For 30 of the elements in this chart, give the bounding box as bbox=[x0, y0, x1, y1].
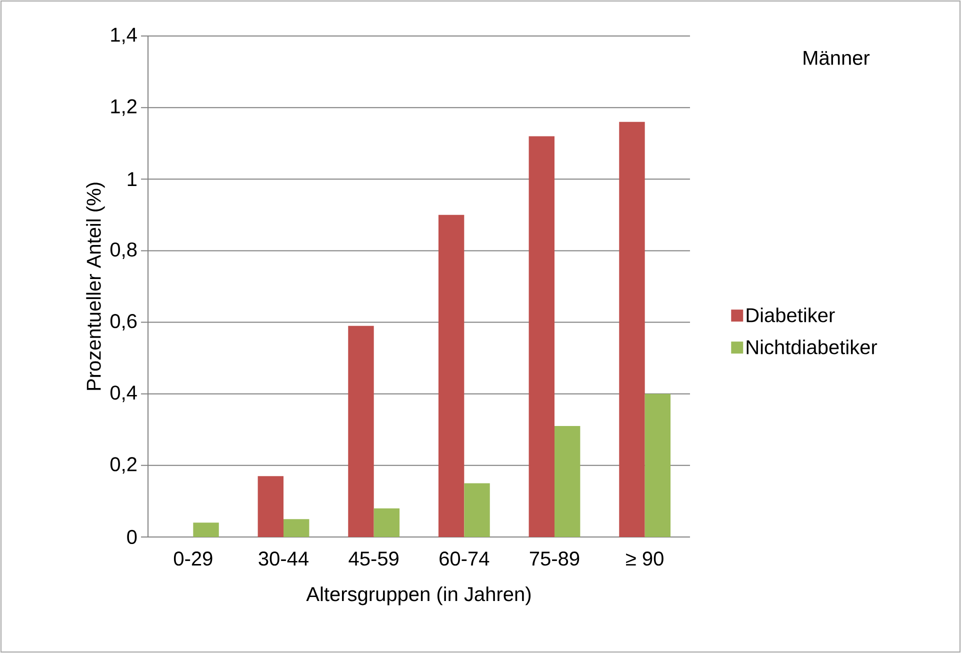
legend-label: Diabetiker bbox=[746, 308, 835, 322]
y-tick-label: 0,4 bbox=[110, 386, 137, 402]
legend-label: Nichtdiabetiker bbox=[746, 340, 878, 354]
x-tick-label: 30-44 bbox=[258, 552, 308, 566]
x-tick-label: 0-29 bbox=[174, 552, 212, 566]
y-tick-label: 0,6 bbox=[110, 314, 137, 331]
y-tick-label: 0,2 bbox=[110, 457, 136, 474]
bar bbox=[438, 214, 464, 537]
y-tick-label: 0,8 bbox=[110, 242, 137, 259]
bar bbox=[644, 394, 671, 537]
bar bbox=[374, 508, 400, 537]
y-tick-label: 1,2 bbox=[111, 99, 136, 116]
x-axis-title: Altersgruppen (in Jahren) bbox=[306, 586, 531, 606]
x-tick-label: 60-74 bbox=[440, 552, 490, 566]
x-tick-label: 45-59 bbox=[348, 552, 398, 566]
bar bbox=[284, 519, 310, 537]
bar bbox=[554, 426, 580, 537]
bar bbox=[464, 483, 490, 537]
bar bbox=[528, 136, 554, 537]
x-tick-label: 75-89 bbox=[530, 552, 580, 566]
y-axis-title: Prozentueller Anteil (%) bbox=[86, 182, 105, 390]
y-tick-label: 1 bbox=[128, 172, 136, 186]
text: Männer bbox=[804, 51, 870, 65]
x-tick-label: ≥ 90 bbox=[626, 552, 664, 566]
bar bbox=[619, 122, 645, 537]
y-tick-label: 0 bbox=[127, 530, 137, 544]
bar bbox=[193, 522, 219, 537]
bar bbox=[348, 326, 374, 537]
y-tick-label: 1,4 bbox=[111, 28, 137, 44]
bar bbox=[258, 476, 284, 537]
